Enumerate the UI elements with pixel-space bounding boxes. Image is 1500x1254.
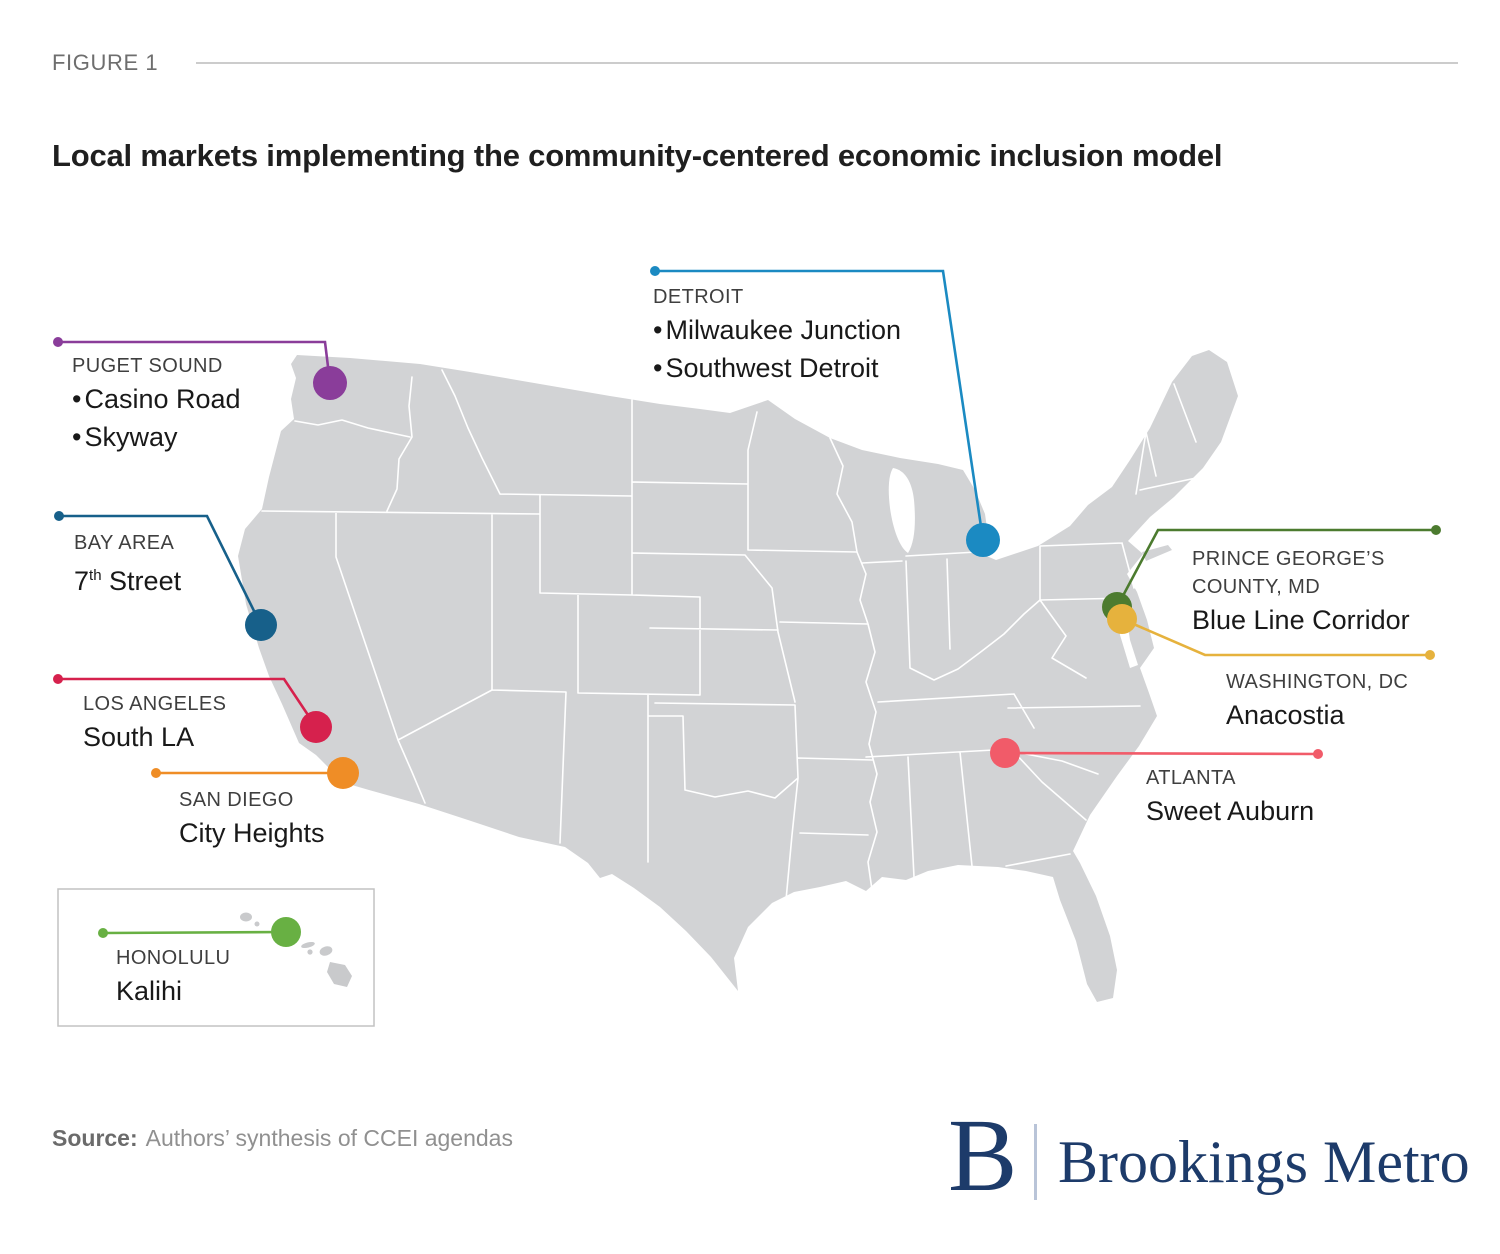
callout-line-atlanta [1004,751,1319,756]
callout-line-honolulu [102,930,287,935]
callout-line-washington-dc [1121,617,1430,657]
marker-honolulu [271,917,301,947]
marker-washington-dc [1107,604,1137,634]
figure-title: Local markets implementing the community… [52,138,1223,173]
callout-endpoint-puget-sound [53,337,63,347]
callout-line-detroit [655,269,985,541]
us-landmass [238,350,1238,1002]
marker-san-diego [327,757,359,789]
callout-endpoint-detroit [650,266,660,276]
logo-wordmark: Brookings Metro [1058,1129,1470,1195]
long-island [1142,545,1172,561]
callout-endpoint-washington-dc [1425,650,1435,660]
callout-endpoint-atlanta [1313,749,1323,759]
hawaii-inset-box [57,888,375,1027]
source-text: Authors’ synthesis of CCEI agendas [145,1125,513,1151]
marker-los-angeles [300,711,332,743]
hawaii-islands [240,912,352,987]
marker-bay-area [245,609,277,641]
state-borders [261,369,1197,901]
callout-endpoint-prince-georges-county [1431,525,1441,535]
callout-line-los-angeles [58,677,318,728]
lake-michigan [888,468,915,553]
callout-endpoint-san-diego [151,768,161,778]
callout-endpoint-honolulu [98,928,108,938]
logo-divider-bar [1034,1124,1037,1200]
callout-endpoint-bay-area [54,511,64,521]
source-note: Source: Authors’ synthesis of CCEI agenda… [52,1125,513,1152]
callout-line-puget-sound [58,340,332,384]
marker-puget-sound [313,366,347,400]
marker-detroit [966,523,1000,557]
callout-endpoint-los-angeles [53,674,63,684]
callout-line-prince-georges-county [1115,528,1436,608]
figure-rule [196,62,1458,64]
figure-label: FIGURE 1 [52,50,159,75]
logo-initial: B [948,1098,1018,1213]
callout-line-bay-area [59,514,263,626]
source-label: Source: [52,1125,138,1151]
marker-atlanta [990,738,1020,768]
